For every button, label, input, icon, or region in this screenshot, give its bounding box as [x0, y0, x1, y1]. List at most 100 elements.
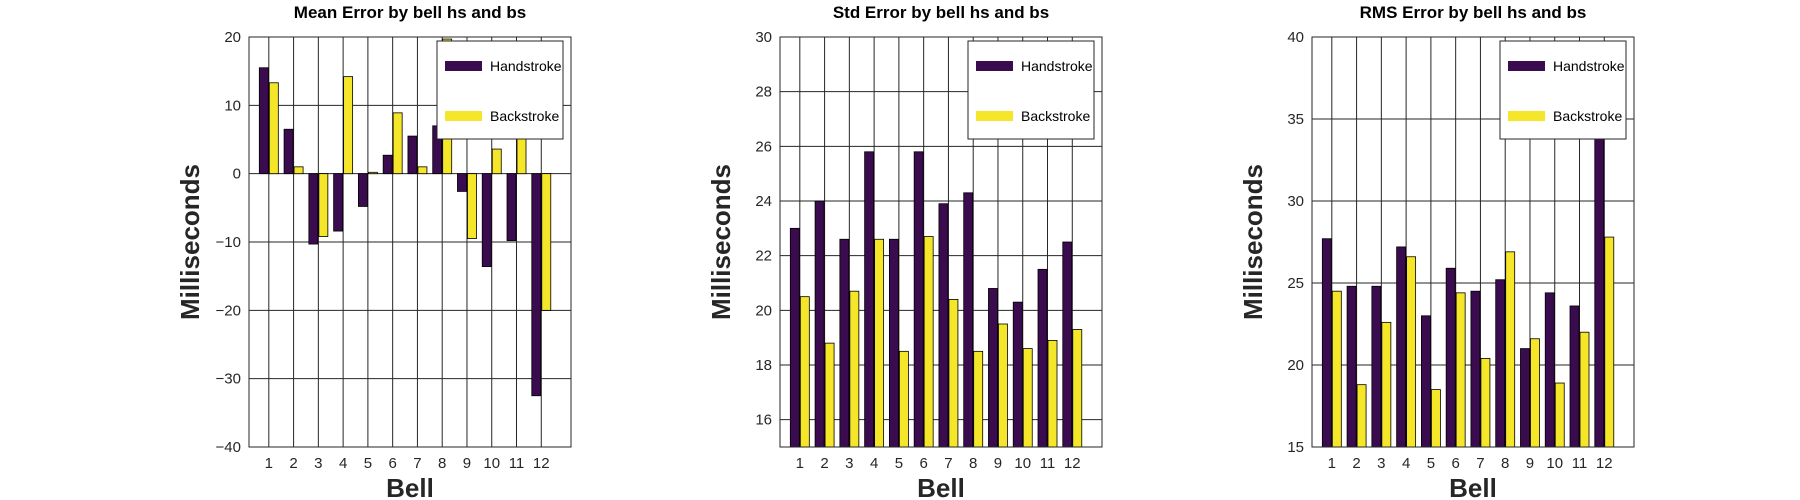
- x-tick-label: 5: [364, 455, 372, 472]
- bar-handstroke-10: [1544, 292, 1555, 448]
- legend-label-handstroke: Handstroke: [1553, 58, 1625, 74]
- y-tick-label: 35: [1287, 111, 1304, 128]
- legend: Handstroke Backstroke: [967, 40, 1095, 140]
- x-tick-label: 2: [1352, 455, 1360, 472]
- bar-handstroke-7: [938, 203, 949, 448]
- x-tick-label: 1: [265, 455, 273, 472]
- chart-title: Mean Error by bell hs and bs: [294, 3, 526, 22]
- chart-title: RMS Error by bell hs and bs: [1360, 3, 1587, 22]
- x-tick-label: 8: [969, 455, 977, 472]
- y-tick-label: 0: [233, 166, 241, 183]
- legend-swatch-handstroke: [976, 61, 1013, 71]
- y-axis-label: Milliseconds: [175, 164, 205, 320]
- bar-handstroke-2: [814, 200, 825, 448]
- bar-backstroke-2: [1356, 384, 1367, 448]
- x-tick-label: 9: [994, 455, 1002, 472]
- bar-backstroke-11: [1579, 331, 1590, 448]
- y-tick-label: 26: [755, 138, 772, 155]
- bar-backstroke-8: [973, 350, 984, 448]
- x-tick-label: 6: [388, 455, 396, 472]
- bar-handstroke-2: [283, 128, 294, 175]
- legend-label-handstroke: Handstroke: [490, 58, 562, 74]
- bar-backstroke-9: [467, 173, 477, 239]
- x-tick-label: 3: [1377, 455, 1385, 472]
- x-tick-label: 4: [339, 455, 347, 472]
- y-tick-label: 20: [755, 302, 772, 319]
- bar-backstroke-8: [1505, 251, 1516, 448]
- x-tick-label: 1: [796, 455, 804, 472]
- bar-handstroke-3: [839, 238, 850, 448]
- bar-handstroke-5: [1420, 315, 1431, 448]
- bar-backstroke-2: [824, 342, 835, 448]
- y-tick-label: 24: [755, 193, 772, 210]
- y-axis-label: Milliseconds: [1238, 164, 1268, 320]
- chart-title: Std Error by bell hs and bs: [833, 3, 1049, 22]
- x-axis-label: Bell: [917, 473, 965, 500]
- bar-handstroke-7: [407, 135, 418, 175]
- x-tick-label: 3: [314, 455, 322, 472]
- legend-label-backstroke: Backstroke: [490, 108, 559, 124]
- bar-handstroke-3: [308, 173, 319, 245]
- bar-backstroke-3: [849, 290, 860, 448]
- bar-backstroke-6: [923, 236, 934, 448]
- bar-backstroke-2: [293, 166, 304, 175]
- bar-backstroke-10: [491, 148, 502, 175]
- y-tick-label: 28: [755, 84, 772, 101]
- legend-swatch-handstroke: [445, 61, 482, 71]
- bar-backstroke-4: [343, 76, 354, 175]
- x-tick-label: 12: [1596, 455, 1613, 472]
- bar-backstroke-12: [1604, 236, 1615, 448]
- bar-backstroke-3: [1381, 321, 1392, 448]
- x-tick-label: 10: [1014, 455, 1031, 472]
- x-tick-label: 7: [944, 455, 952, 472]
- bar-handstroke-1: [789, 227, 800, 448]
- bar-backstroke-1: [799, 296, 810, 448]
- bar-handstroke-4: [864, 151, 875, 448]
- x-tick-label: 8: [438, 455, 446, 472]
- x-tick-label: 11: [1040, 455, 1056, 472]
- legend-label-backstroke: Backstroke: [1553, 108, 1622, 124]
- x-tick-label: 1: [1328, 455, 1336, 472]
- bar-handstroke-11: [506, 173, 517, 242]
- y-tick-label: −30: [216, 371, 241, 388]
- bar-handstroke-5: [357, 173, 368, 207]
- legend-label-handstroke: Handstroke: [1021, 58, 1093, 74]
- y-tick-label: −20: [216, 302, 241, 319]
- x-axis-label: Bell: [386, 473, 434, 500]
- y-axis-label: Milliseconds: [706, 164, 736, 320]
- bar-backstroke-6: [392, 112, 403, 175]
- bar-backstroke-5: [1430, 389, 1441, 448]
- x-tick-label: 2: [289, 455, 297, 472]
- legend-box: [1499, 40, 1627, 140]
- bar-backstroke-7: [417, 166, 428, 175]
- y-tick-label: 30: [1287, 193, 1304, 210]
- bar-handstroke-11: [1569, 305, 1580, 448]
- y-tick-label: 16: [755, 412, 772, 429]
- x-tick-label: 12: [1064, 455, 1081, 472]
- legend-label-backstroke: Backstroke: [1021, 108, 1090, 124]
- y-tick-label: −10: [216, 234, 241, 251]
- x-tick-label: 11: [509, 455, 525, 472]
- bar-handstroke-4: [333, 173, 344, 232]
- x-tick-label: 4: [1402, 455, 1410, 472]
- bar-backstroke-12: [1072, 329, 1083, 448]
- legend-swatch-backstroke: [976, 111, 1013, 121]
- bar-handstroke-12: [531, 173, 542, 397]
- y-tick-label: 22: [755, 248, 772, 265]
- bar-handstroke-4: [1396, 246, 1407, 448]
- bar-handstroke-7: [1470, 290, 1481, 448]
- bar-handstroke-6: [382, 154, 393, 175]
- x-tick-label: 8: [1501, 455, 1509, 472]
- x-tick-label: 7: [413, 455, 421, 472]
- bar-handstroke-8: [963, 192, 974, 448]
- legend: Handstroke Backstroke: [1499, 40, 1627, 140]
- y-tick-label: −40: [216, 439, 241, 456]
- bar-handstroke-9: [988, 288, 998, 448]
- bar-backstroke-4: [874, 238, 885, 448]
- x-tick-label: 5: [1427, 455, 1435, 472]
- x-tick-label: 4: [870, 455, 878, 472]
- x-tick-label: 11: [1572, 455, 1588, 472]
